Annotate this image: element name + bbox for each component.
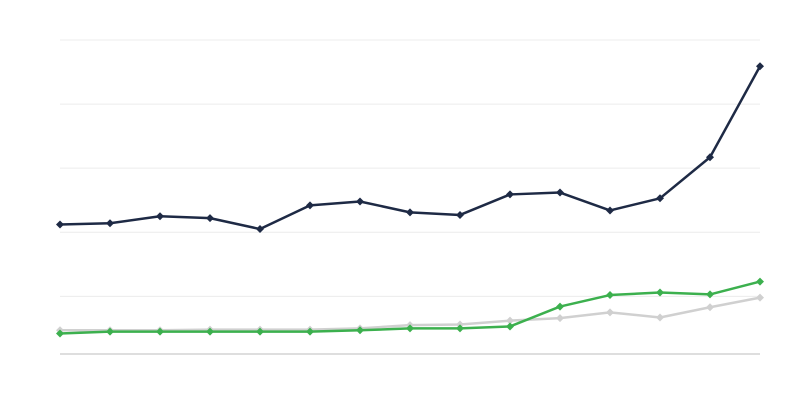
data-point bbox=[556, 188, 564, 197]
data-point bbox=[156, 212, 164, 221]
data-point bbox=[756, 293, 764, 302]
data-point bbox=[56, 329, 64, 338]
data-point bbox=[306, 201, 314, 210]
data-point bbox=[356, 326, 364, 335]
data-point bbox=[606, 308, 614, 317]
data-point bbox=[706, 153, 714, 162]
data-point bbox=[506, 316, 514, 325]
data-point bbox=[656, 194, 664, 203]
data-point bbox=[106, 327, 114, 336]
data-point bbox=[506, 190, 514, 199]
data-point bbox=[456, 324, 464, 333]
data-point bbox=[706, 290, 714, 299]
data-point bbox=[406, 208, 414, 217]
data-point bbox=[456, 210, 464, 219]
data-point bbox=[56, 220, 64, 229]
data-point bbox=[156, 327, 164, 336]
data-point bbox=[556, 302, 564, 311]
data-point bbox=[256, 225, 264, 234]
data-point bbox=[256, 327, 264, 336]
data-point bbox=[106, 219, 114, 228]
data-point bbox=[406, 324, 414, 333]
data-point bbox=[356, 197, 364, 206]
data-point bbox=[206, 214, 214, 223]
data-point bbox=[556, 314, 564, 323]
data-point bbox=[656, 313, 664, 322]
data-point bbox=[656, 288, 664, 297]
data-point bbox=[756, 62, 764, 71]
data-point bbox=[706, 303, 714, 312]
series-line bbox=[59, 65, 762, 231]
data-point bbox=[606, 206, 614, 215]
data-point bbox=[606, 291, 614, 300]
data-point bbox=[306, 327, 314, 336]
data-point bbox=[206, 327, 214, 336]
data-point bbox=[506, 322, 514, 331]
data-point bbox=[756, 277, 764, 286]
